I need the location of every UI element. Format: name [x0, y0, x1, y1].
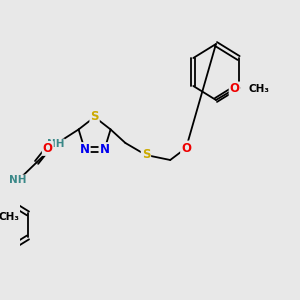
Text: N: N	[80, 143, 90, 156]
Text: NH: NH	[46, 140, 64, 149]
Text: O: O	[43, 142, 53, 155]
Text: O: O	[230, 82, 240, 95]
Text: S: S	[90, 110, 99, 124]
Text: CH₃: CH₃	[0, 212, 19, 222]
Text: CH₃: CH₃	[249, 84, 270, 94]
Text: S: S	[142, 148, 150, 161]
Text: NH: NH	[9, 176, 27, 185]
Text: O: O	[181, 142, 191, 154]
Text: N: N	[100, 143, 110, 156]
